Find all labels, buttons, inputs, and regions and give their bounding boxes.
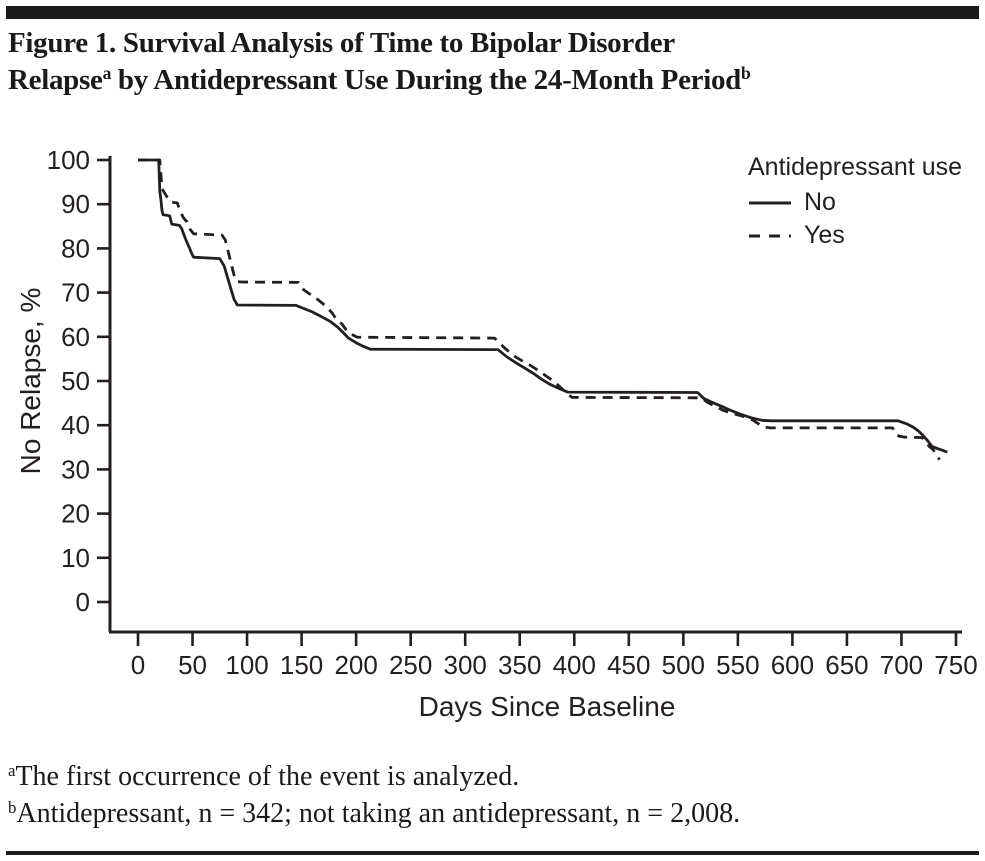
title-superscript-a: a (102, 63, 112, 84)
footnote-a-superscript: a (8, 760, 16, 780)
x-tick-label: 300 (444, 650, 487, 680)
solid-line-sample-icon (749, 201, 791, 204)
x-axis-title: Days Since Baseline (419, 691, 676, 722)
figure-title-line2-main: Relapse (8, 64, 103, 96)
x-tick-label: 400 (553, 650, 596, 680)
x-tick-label: 250 (389, 650, 432, 680)
legend-entry-yes: Yes (748, 219, 962, 252)
footnote-b-superscript: b (8, 797, 17, 817)
y-tick-label: 70 (61, 278, 90, 308)
figure-title-line2: Relapsea by Antidepressant Use During th… (8, 62, 983, 99)
footnote-a: aThe first occurrence of the event is an… (8, 758, 983, 795)
legend: Antidepressant use No Yes (748, 153, 962, 252)
y-tick-label: 0 (76, 587, 90, 617)
footnote-b: bAntidepressant, n = 342; not taking an … (8, 795, 983, 832)
x-tick-label: 600 (771, 650, 814, 680)
dashed-line-sample-icon (749, 234, 791, 237)
x-tick-label: 500 (662, 650, 705, 680)
x-tick-label: 650 (825, 650, 868, 680)
legend-entry-no: No (748, 186, 962, 219)
y-tick-label: 30 (61, 454, 90, 484)
series-no (138, 158, 948, 454)
x-tick-label: 0 (131, 650, 145, 680)
series-yes (138, 158, 941, 461)
y-tick-label: 80 (61, 233, 90, 263)
footnote-b-text: Antidepressant, n = 342; not taking an a… (16, 798, 741, 829)
bottom-rule (6, 851, 979, 855)
y-tick-label: 90 (61, 189, 90, 219)
y-tick-label: 60 (61, 322, 90, 352)
y-axis-title: No Relapse, % (15, 288, 46, 475)
y-tick-label: 40 (61, 410, 90, 440)
x-tick-label: 150 (280, 650, 323, 680)
y-tick-label: 10 (61, 543, 90, 573)
legend-title: Antidepressant use (748, 153, 963, 181)
x-tick-label: 350 (498, 650, 541, 680)
x-tick-label: 700 (880, 650, 923, 680)
y-tick-label: 20 (61, 499, 90, 529)
footnote-a-text: The first occurrence of the event is ana… (15, 761, 520, 792)
x-tick-label: 450 (607, 650, 650, 680)
x-tick-label: 50 (178, 650, 207, 680)
legend-label-yes: Yes (804, 221, 845, 249)
footnotes: aThe first occurrence of the event is an… (8, 758, 983, 832)
title-superscript-b: b (741, 63, 751, 84)
figure-title-line1: Figure 1. Survival Analysis of Time to B… (8, 27, 675, 59)
figure-title: Figure 1. Survival Analysis of Time to B… (8, 25, 983, 99)
x-tick-label: 100 (225, 650, 268, 680)
legend-label-no: No (804, 188, 836, 216)
x-tick-label: 550 (716, 650, 759, 680)
x-tick-label: 200 (334, 650, 377, 680)
figure-title-line2-rest: by Antidepressant Use During the 24-Mont… (110, 64, 742, 96)
y-tick-label: 100 (47, 145, 90, 175)
survival-chart: 0 10 20 30 40 50 60 70 80 90 100 0 50 100 150 200 250 300… (15, 145, 978, 722)
top-rule (6, 6, 979, 19)
x-tick-label: 750 (934, 650, 977, 680)
y-tick-label: 50 (61, 366, 90, 396)
